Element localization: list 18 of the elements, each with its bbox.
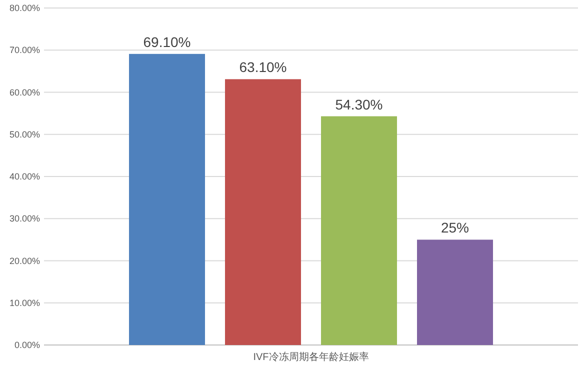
y-tick-label: 30.00%	[9, 214, 40, 224]
data-label: 25%	[440, 220, 470, 236]
y-tick-label: 70.00%	[9, 45, 40, 56]
x-axis-title: IVF冷冻周期各年龄妊娠率	[253, 351, 369, 363]
y-tick-label: 40.00%	[9, 172, 40, 182]
y-tick-label: 50.00%	[9, 129, 40, 140]
bar	[417, 240, 493, 345]
data-label: 69.10%	[143, 34, 191, 50]
y-tick-label: 20.00%	[9, 256, 40, 266]
y-tick-label: 0.00%	[14, 340, 40, 350]
y-tick-label: 80.00%	[9, 3, 40, 13]
bar	[321, 116, 397, 345]
bar	[225, 79, 301, 345]
data-label: 54.30%	[335, 96, 383, 112]
bar	[129, 54, 205, 345]
y-tick-label: 60.00%	[9, 87, 40, 98]
data-label: 63.10%	[239, 59, 287, 76]
y-tick-label: 10.00%	[9, 298, 40, 308]
